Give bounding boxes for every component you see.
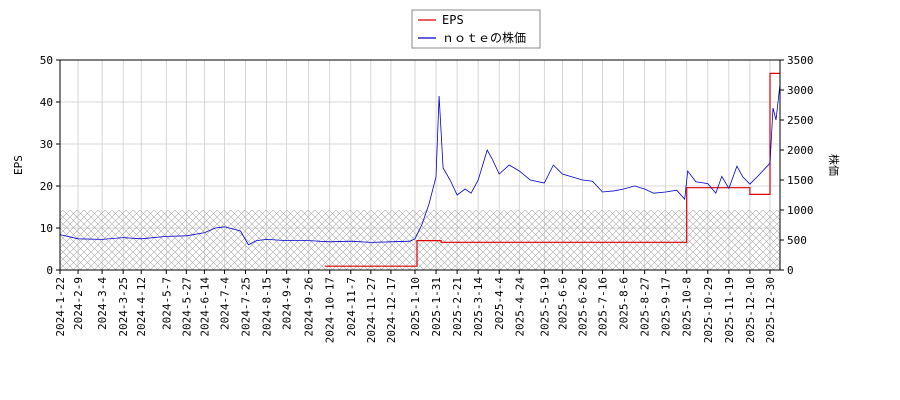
series-line-price: [59, 83, 781, 246]
x-tick-label: 2024-2-9: [72, 277, 85, 330]
y-right-tick-label: 1000: [787, 204, 814, 217]
x-tick-label: 2025-5-19: [538, 277, 551, 337]
x-tick-label: 2024-6-14: [198, 277, 211, 337]
y-left-tick-label: 40: [40, 96, 53, 109]
x-tick-label: 2024-9-26: [303, 277, 316, 337]
y-left-tick-label: 20: [40, 180, 53, 193]
plot-frame: [59, 59, 781, 271]
y-left-tick-label: 0: [46, 264, 53, 277]
x-tick-label: 2025-7-16: [597, 277, 610, 337]
x-tick-label: 2024-4-12: [135, 277, 148, 337]
y-right-tick-label: 2500: [787, 114, 814, 127]
legend: EPS ｎｏｔｅの株価: [411, 9, 541, 49]
legend-label-eps: EPS: [442, 13, 464, 27]
x-tick-label: 2025-3-14: [472, 277, 485, 337]
x-tick-label: 2025-1-31: [430, 277, 443, 337]
x-tick-label: 2025-12-30: [764, 277, 777, 343]
x-tick-label: 2025-6-26: [576, 277, 589, 337]
x-tick-label: 2025-9-17: [660, 277, 673, 337]
x-tick-label: 2025-4-4: [493, 277, 506, 330]
x-tick-label: 2024-5-7: [160, 277, 173, 330]
x-tick-label: 2025-10-29: [702, 277, 715, 343]
y-left-tick-label: 50: [40, 54, 53, 67]
x-tick-label: 2024-8-15: [261, 277, 274, 337]
x-tick-label: 2025-2-21: [451, 277, 464, 337]
x-tick-label: 2025-8-27: [639, 277, 652, 337]
legend-label-price: ｎｏｔｅの株価: [442, 30, 526, 45]
y-right-tick-label: 3500: [787, 54, 814, 67]
y-right-tick-label: 0: [787, 264, 794, 277]
y-right-tick-label: 1500: [787, 174, 814, 187]
series-layer: [59, 72, 781, 267]
x-tick-label: 2024-12-17: [385, 277, 398, 343]
x-tick-label: 2024-10-17: [324, 277, 337, 343]
y-right-tick-label: 500: [787, 234, 807, 247]
y-axis-right-label: 株価: [827, 154, 841, 176]
series-line-eps: [324, 72, 780, 267]
x-tick-label: 2025-6-6: [556, 277, 569, 330]
legend-box: [411, 9, 541, 49]
x-tick-label: 2024-11-7: [345, 277, 358, 337]
x-tick-label: 2025-8-6: [618, 277, 631, 330]
x-tick-label: 2025-4-24: [513, 277, 526, 337]
y-axis-right: 0 500 1000 1500 2000 2500 3000 3500: [780, 54, 814, 277]
x-tick-label: 2025-12-10: [744, 277, 757, 343]
y-axis-left: 0 10 20 30 40 50: [40, 54, 60, 277]
y-left-tick-label: 10: [40, 222, 53, 235]
x-axis: 2024-1-22 2024-2-9 2024-3-4 2024-3-25 2024-4…: [54, 270, 777, 343]
x-tick-label: 2024-3-4: [96, 277, 109, 330]
x-tick-label: 2024-7-25: [240, 277, 253, 337]
x-tick-label: 2024-7-4: [218, 277, 231, 330]
y-right-tick-label: 3000: [787, 84, 814, 97]
x-tick-label: 2024-9-4: [281, 277, 294, 330]
x-tick-label: 2025-10-8: [681, 277, 694, 337]
x-tick-label: 2024-11-27: [365, 277, 378, 343]
x-tick-label: 2024-3-25: [117, 277, 130, 337]
y-axis-left-label: EPS: [12, 155, 25, 175]
y-left-tick-label: 30: [40, 138, 53, 151]
y-right-tick-label: 2000: [787, 144, 814, 157]
x-tick-label: 2025-11-19: [723, 277, 736, 343]
x-tick-label: 2025-1-10: [409, 277, 422, 337]
x-tick-label: 2024-5-27: [180, 277, 193, 337]
x-tick-label: 2024-1-22: [54, 277, 67, 337]
